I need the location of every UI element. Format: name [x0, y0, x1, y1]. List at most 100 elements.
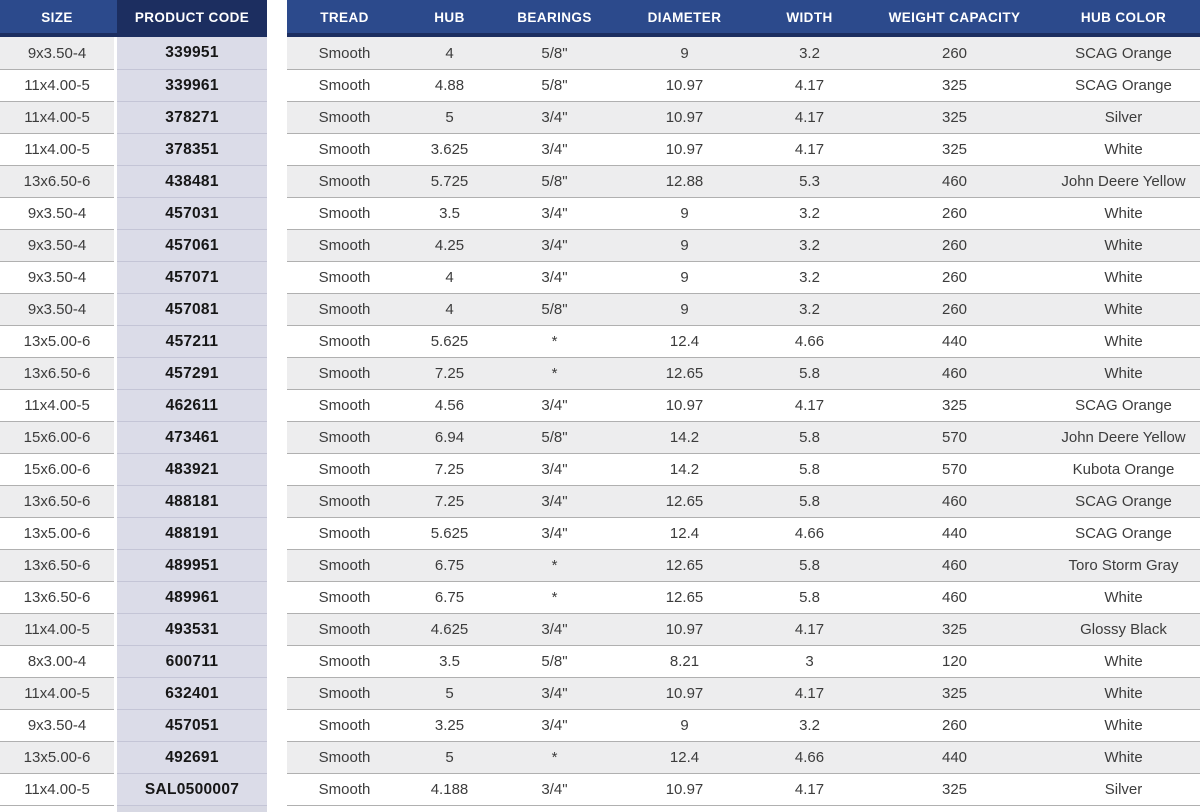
cell-product-code: 488191	[117, 517, 267, 549]
cell-diameter: 12.4	[612, 741, 757, 773]
cell-hub: 3.25	[402, 709, 497, 741]
footer-cell	[757, 805, 862, 812]
cell-weight-capacity: 440	[862, 741, 1047, 773]
cell-hub-color: Toro Storm Gray	[1047, 549, 1200, 581]
cell-size: 11x4.00-5	[0, 69, 114, 101]
cell-hub-color: Silver	[1047, 101, 1200, 133]
column-header-size: SIZE	[0, 0, 114, 37]
cell-size: 13x6.50-6	[0, 485, 114, 517]
cell-product-code: 473461	[117, 421, 267, 453]
cell-bearings: 5/8"	[497, 293, 612, 325]
cell-hub: 5	[402, 101, 497, 133]
cell-width: 4.17	[757, 773, 862, 805]
cell-hub: 4.25	[402, 229, 497, 261]
cell-size: 11x4.00-5	[0, 133, 114, 165]
cell-size: 13x5.00-6	[0, 741, 114, 773]
column-header-tread: TREAD	[287, 0, 402, 37]
cell-hub: 5.725	[402, 165, 497, 197]
cell-bearings: *	[497, 581, 612, 613]
cell-tread: Smooth	[287, 709, 402, 741]
table-row: 11x4.00-5 493531 Smooth 4.625 3/4" 10.97 4.17 3…	[0, 613, 1200, 645]
table-row: 9x3.50-4 457051 Smooth 3.25 3/4" 9 3.2 260 White	[0, 709, 1200, 741]
cell-size: 11x4.00-5	[0, 389, 114, 421]
column-gap	[267, 709, 287, 741]
cell-hub-color: Silver	[1047, 773, 1200, 805]
cell-hub: 3.5	[402, 645, 497, 677]
table-row: 13x6.50-6 457291 Smooth 7.25 * 12.65 5.8 460 Whi…	[0, 357, 1200, 389]
cell-hub-color: Glossy Black	[1047, 613, 1200, 645]
cell-tread: Smooth	[287, 645, 402, 677]
cell-size: 9x3.50-4	[0, 197, 114, 229]
cell-bearings: 3/4"	[497, 133, 612, 165]
cell-hub-color: White	[1047, 709, 1200, 741]
table-row: 9x3.50-4 457031 Smooth 3.5 3/4" 9 3.2 260 White	[0, 197, 1200, 229]
cell-bearings: 5/8"	[497, 165, 612, 197]
table-row: 11x4.00-5 SAL0500007 Smooth 4.188 3/4" 10.97 4…	[0, 773, 1200, 805]
cell-width: 4.17	[757, 69, 862, 101]
table-row: 9x3.50-4 457081 Smooth 4 5/8" 9 3.2 260 White	[0, 293, 1200, 325]
table-row: 13x5.00-6 488191 Smooth 5.625 3/4" 12.4 4.66 44…	[0, 517, 1200, 549]
column-gap	[267, 165, 287, 197]
column-separator	[114, 421, 117, 453]
column-separator	[114, 389, 117, 421]
cell-weight-capacity: 325	[862, 133, 1047, 165]
cell-weight-capacity: 460	[862, 549, 1047, 581]
header-separator	[114, 0, 117, 37]
cell-width: 4.66	[757, 325, 862, 357]
cell-weight-capacity: 260	[862, 261, 1047, 293]
cell-hub-color: SCAG Orange	[1047, 517, 1200, 549]
cell-width: 3.2	[757, 37, 862, 69]
cell-hub-color: SCAG Orange	[1047, 389, 1200, 421]
column-gap	[267, 645, 287, 677]
column-header-diameter: DIAMETER	[612, 0, 757, 37]
table-row: 13x6.50-6 438481 Smooth 5.725 5/8" 12.88 5.3 46…	[0, 165, 1200, 197]
cell-width: 3.2	[757, 197, 862, 229]
table-row: 13x6.50-6 489961 Smooth 6.75 * 12.65 5.8 460 Whi…	[0, 581, 1200, 613]
cell-product-code: 600711	[117, 645, 267, 677]
cell-bearings: 3/4"	[497, 485, 612, 517]
cell-tread: Smooth	[287, 133, 402, 165]
column-separator	[114, 261, 117, 293]
column-header-width: WIDTH	[757, 0, 862, 37]
cell-size: 11x4.00-5	[0, 773, 114, 805]
column-separator	[114, 229, 117, 261]
column-separator	[114, 549, 117, 581]
cell-width: 4.17	[757, 613, 862, 645]
cell-product-code: 457291	[117, 357, 267, 389]
cell-hub: 6.75	[402, 581, 497, 613]
cell-tread: Smooth	[287, 197, 402, 229]
column-separator	[114, 517, 117, 549]
cell-hub: 3.625	[402, 133, 497, 165]
cell-product-code: 632401	[117, 677, 267, 709]
cell-hub-color: SCAG Orange	[1047, 37, 1200, 69]
cell-tread: Smooth	[287, 517, 402, 549]
column-header-bearings: BEARINGS	[497, 0, 612, 37]
cell-tread: Smooth	[287, 485, 402, 517]
cell-size: 13x5.00-6	[0, 325, 114, 357]
footer-cell	[0, 805, 114, 812]
cell-tread: Smooth	[287, 261, 402, 293]
cell-hub: 4	[402, 261, 497, 293]
cell-diameter: 12.65	[612, 549, 757, 581]
cell-bearings: 3/4"	[497, 229, 612, 261]
cell-tread: Smooth	[287, 229, 402, 261]
cell-weight-capacity: 325	[862, 389, 1047, 421]
column-gap	[267, 357, 287, 389]
cell-hub: 6.94	[402, 421, 497, 453]
cell-product-code: 378271	[117, 101, 267, 133]
cell-hub-color: John Deere Yellow	[1047, 165, 1200, 197]
cell-tread: Smooth	[287, 165, 402, 197]
column-gap	[267, 133, 287, 165]
column-separator	[114, 613, 117, 645]
cell-bearings: 3/4"	[497, 709, 612, 741]
column-gap	[267, 101, 287, 133]
cell-diameter: 10.97	[612, 133, 757, 165]
cell-tread: Smooth	[287, 421, 402, 453]
cell-hub-color: White	[1047, 581, 1200, 613]
column-separator	[114, 197, 117, 229]
column-gap	[267, 389, 287, 421]
cell-diameter: 12.4	[612, 325, 757, 357]
footer-product-code-strip	[117, 805, 267, 812]
cell-size: 15x6.00-6	[0, 453, 114, 485]
